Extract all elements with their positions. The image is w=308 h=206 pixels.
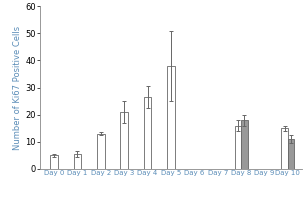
Bar (97, 134, 105, 169)
Bar (50, 155, 58, 169)
Y-axis label: Number of Ki67 Positive Cells: Number of Ki67 Positive Cells (14, 26, 22, 150)
Bar (74, 154, 81, 169)
Bar (234, 125, 241, 169)
Bar (120, 112, 128, 169)
Bar (281, 128, 288, 169)
Bar (144, 97, 152, 169)
Bar (288, 139, 294, 169)
Bar (167, 66, 175, 169)
Bar (241, 120, 248, 169)
